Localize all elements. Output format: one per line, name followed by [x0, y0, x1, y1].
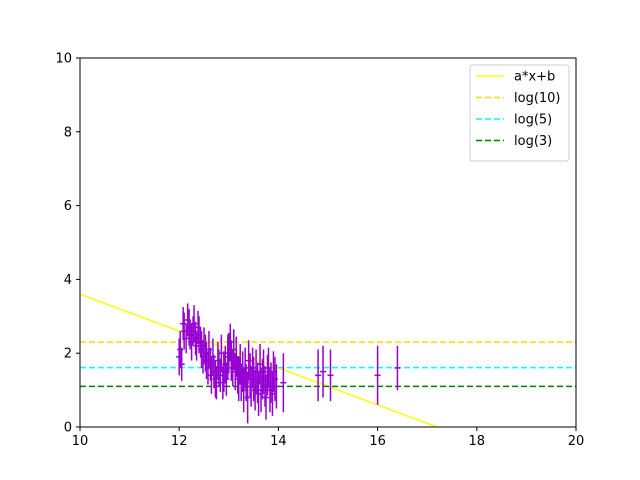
y-tick-label: 6	[64, 199, 72, 214]
y-tick-label: 8	[64, 125, 72, 140]
legend-box	[469, 64, 570, 162]
legend: a*x+b log(10) log(5) log(3)	[469, 64, 570, 162]
x-tick-label: 18	[469, 434, 486, 449]
data-point	[315, 349, 322, 402]
data-point	[394, 345, 401, 391]
legend-label: log(10)	[514, 91, 561, 106]
data-point	[327, 349, 334, 402]
plot-area	[80, 293, 576, 427]
data-point	[280, 353, 287, 413]
data-point	[374, 345, 381, 405]
data-point	[273, 364, 280, 409]
y-tick-label: 0	[64, 421, 72, 436]
data-point	[227, 323, 234, 361]
legend-label: log(5)	[514, 113, 552, 128]
x-tick-label: 20	[568, 434, 585, 449]
data-point	[249, 347, 256, 389]
data-points	[176, 303, 401, 424]
data-point	[320, 345, 327, 398]
y-axis: 0 2 4 6 8 10	[55, 52, 80, 436]
data-point	[263, 375, 269, 420]
x-tick-label: 12	[171, 434, 188, 449]
data-point	[180, 307, 187, 341]
data-point	[209, 338, 216, 376]
x-tick-label: 16	[369, 434, 386, 449]
x-tick-label: 14	[270, 434, 287, 449]
y-tick-label: 10	[55, 52, 72, 67]
y-tick-label: 2	[64, 347, 72, 362]
data-point	[178, 347, 185, 381]
axes-frame	[79, 57, 577, 428]
legend-label: a*x+b	[514, 70, 555, 85]
y-tick-label: 4	[64, 273, 72, 288]
x-tick-label: 10	[72, 434, 89, 449]
legend-label: log(3)	[514, 134, 552, 149]
data-point	[242, 347, 249, 389]
x-axis: 10 12 14 16 18 20	[72, 427, 585, 449]
data-point	[183, 323, 190, 354]
